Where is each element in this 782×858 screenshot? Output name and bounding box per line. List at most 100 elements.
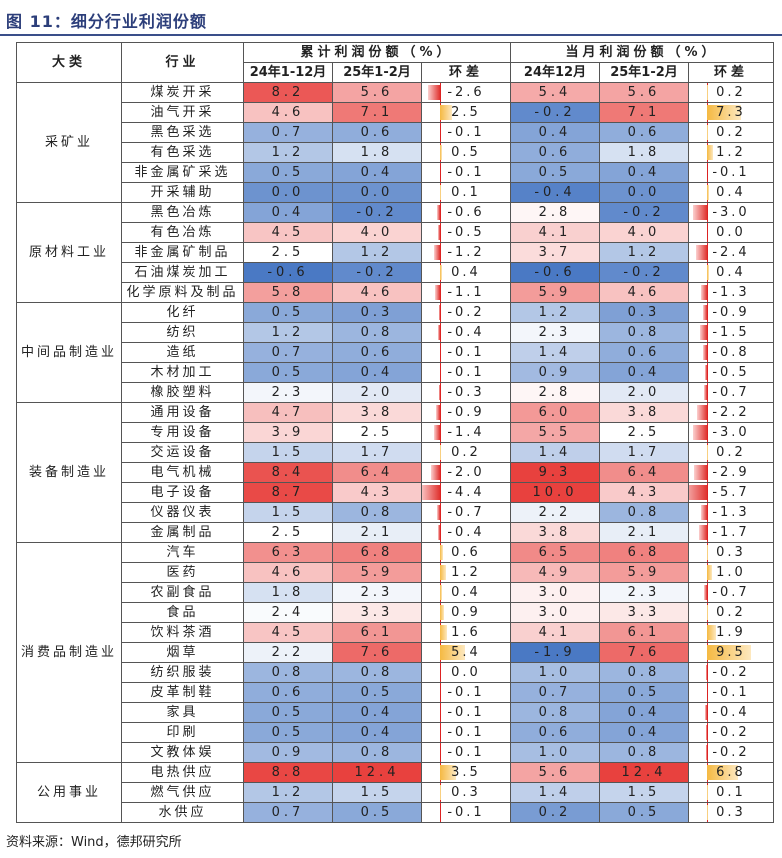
industry-cell: 木材加工 [121,362,244,383]
diff-zero-axis [440,203,441,222]
cum-diff-cell: -0.1 [421,722,511,743]
cum-b-cell: 6.4 [332,462,422,483]
diff-bar [707,185,709,200]
header-mon-diff: 环差 [688,62,774,83]
diff-bar [707,85,708,100]
diff-bar [438,385,440,400]
mon-diff-cell: -0.4 [688,702,774,723]
diff-value: -2.2 [712,405,750,420]
mon-a-cell: 0.9 [510,362,600,383]
diff-zero-axis [707,283,708,302]
mon-b-cell: 0.3 [599,302,689,323]
cum-a-cell: 4.6 [243,562,333,583]
diff-zero-axis [707,523,708,542]
mon-a-cell: 0.5 [510,162,600,183]
mon-diff-cell: -0.7 [688,582,774,603]
cum-a-cell: 8.4 [243,462,333,483]
diff-zero-axis [707,663,708,682]
mon-b-cell: 0.6 [599,342,689,363]
industry-cell: 纺织 [121,322,244,343]
diff-value: 0.4 [716,265,746,280]
diff-value: -0.9 [447,405,485,420]
diff-bar [705,705,707,720]
diff-bar [704,365,707,380]
diff-value: 0.6 [451,545,481,560]
cum-b-cell: 0.5 [332,802,422,823]
diff-value: -0.2 [712,665,750,680]
mon-a-cell: 3.8 [510,522,600,543]
industry-cell: 有色采选 [121,142,244,163]
diff-zero-axis [440,343,441,362]
mon-a-cell: 4.9 [510,562,600,583]
profit-share-table: 大类 行业 累计利润份额（%） 当月利润份额（%） 24年1-12月 25年1-… [16,42,774,823]
industry-cell: 非金属矿采选 [121,162,244,183]
cum-a-cell: 0.6 [243,682,333,703]
cum-b-cell: -0.2 [332,262,422,283]
table-row: 木材加工 0.5 0.4 -0.1 0.9 0.4 -0.5 [17,362,774,383]
diff-value: -0.1 [712,685,750,700]
cum-b-cell: 1.5 [332,782,422,803]
diff-bar [707,645,751,660]
diff-bar [440,105,452,120]
diff-bar [707,625,716,640]
cum-a-cell: 1.5 [243,502,333,523]
mon-diff-cell: -0.2 [688,742,774,763]
cum-diff-cell: -2.6 [421,82,511,103]
cum-b-cell: 7.6 [332,642,422,663]
table-row: 皮革制鞋 0.6 0.5 -0.1 0.7 0.5 -0.1 [17,682,774,703]
industry-cell: 皮革制鞋 [121,682,244,703]
cum-diff-cell: -0.6 [421,202,511,223]
header-industry: 行业 [121,42,244,83]
header-cum-a: 24年1-12月 [243,62,333,83]
industry-cell: 化纤 [121,302,244,323]
cum-a-cell: 6.3 [243,542,333,563]
cum-a-cell: 0.5 [243,722,333,743]
diff-value: 0.2 [451,445,481,460]
diff-value: -0.1 [447,745,485,760]
industry-cell: 造纸 [121,342,244,363]
diff-bar [707,145,713,160]
industry-cell: 文教体娱 [121,742,244,763]
industry-cell: 纺织服装 [121,662,244,683]
cum-diff-cell: -0.9 [421,402,511,423]
diff-value: -0.1 [447,685,485,700]
diff-zero-axis [440,283,441,302]
diff-bar [693,465,707,480]
industry-cell: 水供应 [121,802,244,823]
cum-diff-cell: 1.2 [421,562,511,583]
mon-diff-cell: 1.2 [688,142,774,163]
mon-b-cell: 0.4 [599,162,689,183]
cum-diff-cell: 5.4 [421,642,511,663]
diff-zero-axis [707,703,708,722]
diff-bar [701,505,707,520]
cum-diff-cell: -0.4 [421,522,511,543]
category-cell: 采矿业 [16,82,122,203]
diff-bar [693,425,707,440]
diff-bar [699,525,707,540]
header-monthly-group: 当月利润份额（%） [510,42,774,63]
mon-a-cell: 1.2 [510,302,600,323]
industry-cell: 煤炭开采 [121,82,244,103]
diff-value: -0.1 [447,125,485,140]
diff-value: -1.3 [712,505,750,520]
mon-a-cell: 4.1 [510,622,600,643]
cum-a-cell: 1.8 [243,582,333,603]
cum-diff-cell: -0.1 [421,742,511,763]
cum-a-cell: 0.7 [243,802,333,823]
mon-diff-cell: -0.5 [688,362,774,383]
cum-diff-cell: 0.9 [421,602,511,623]
mon-diff-cell: -1.3 [688,282,774,303]
diff-value: 0.2 [716,445,746,460]
cum-diff-cell: -0.1 [421,802,511,823]
cum-b-cell: 0.8 [332,662,422,683]
diff-bar [437,205,440,220]
cum-b-cell: 5.9 [332,562,422,583]
cum-a-cell: 4.5 [243,222,333,243]
diff-zero-axis [440,423,441,442]
diff-value: -1.3 [712,285,750,300]
mon-b-cell: 5.9 [599,562,689,583]
title-rule [0,34,782,36]
mon-diff-cell: 1.9 [688,622,774,643]
category-cell: 装备制造业 [16,402,122,543]
mon-b-cell: 0.4 [599,722,689,743]
